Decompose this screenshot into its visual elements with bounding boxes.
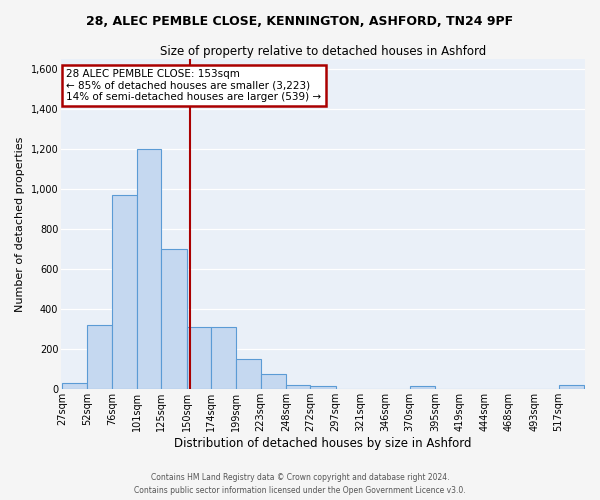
Bar [112,195,137,389]
X-axis label: Distribution of detached houses by size in Ashford: Distribution of detached houses by size … [174,437,472,450]
Bar [137,149,161,389]
Bar [161,249,187,389]
Bar [236,359,261,389]
Bar [62,383,88,389]
Text: 28, ALEC PEMBLE CLOSE, KENNINGTON, ASHFORD, TN24 9PF: 28, ALEC PEMBLE CLOSE, KENNINGTON, ASHFO… [86,15,514,28]
Title: Size of property relative to detached houses in Ashford: Size of property relative to detached ho… [160,45,486,58]
Bar [261,374,286,389]
Text: 28 ALEC PEMBLE CLOSE: 153sqm
← 85% of detached houses are smaller (3,223)
14% of: 28 ALEC PEMBLE CLOSE: 153sqm ← 85% of de… [67,69,322,102]
Bar [88,325,112,389]
Bar [211,327,236,389]
Bar [559,385,584,389]
Bar [410,386,435,389]
Bar [187,327,211,389]
Bar [310,386,336,389]
Y-axis label: Number of detached properties: Number of detached properties [15,136,25,312]
Bar [286,385,310,389]
Text: Contains HM Land Registry data © Crown copyright and database right 2024.
Contai: Contains HM Land Registry data © Crown c… [134,474,466,495]
